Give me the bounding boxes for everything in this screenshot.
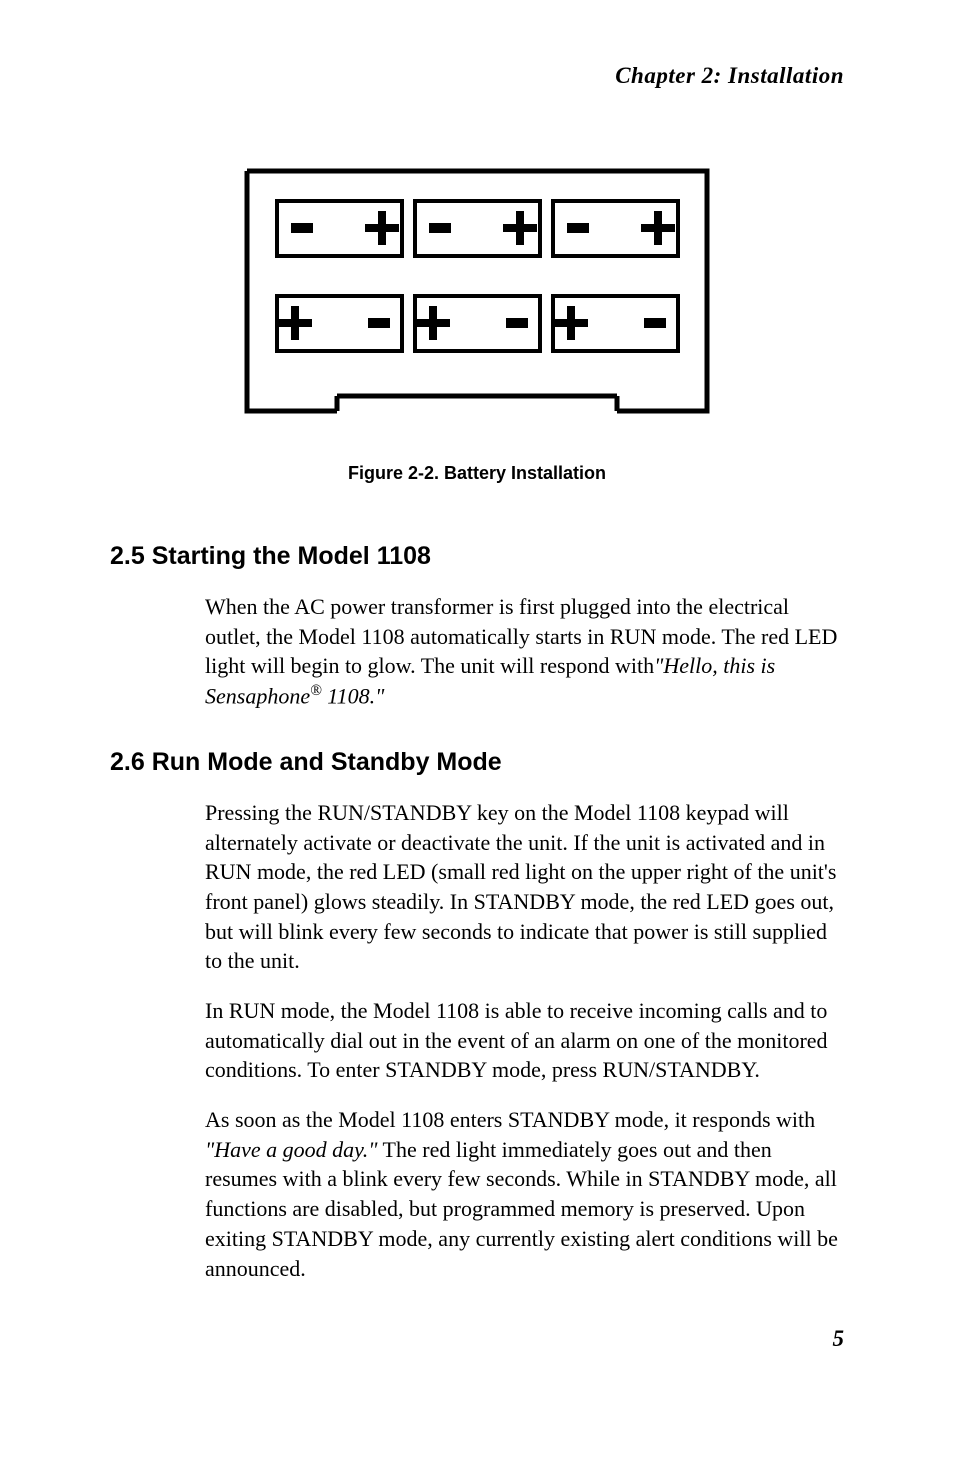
chapter-header: Chapter 2: Installation [110,60,844,91]
quote-text: "Have a good day." [205,1137,377,1162]
para-2-5-1: When the AC power transformer is first p… [205,592,844,711]
para-2-6-3: As soon as the Model 1108 enters STANDBY… [205,1105,844,1283]
section-heading-2-5: 2.5 Starting the Model 1108 [110,540,844,574]
figure-container [110,161,844,421]
para-2-6-2: In RUN mode, the Model 1108 is able to r… [205,996,844,1085]
quote-tail: 1108." [322,683,385,708]
text-run: As soon as the Model 1108 enters STANDBY… [205,1107,815,1132]
page-number: 5 [110,1323,844,1354]
para-2-6-1: Pressing the RUN/STANDBY key on the Mode… [205,798,844,976]
battery-diagram [237,161,717,421]
figure-caption: Figure 2-2. Battery Installation [110,461,844,485]
registered-mark: ® [310,682,322,699]
section-heading-2-6: 2.6 Run Mode and Standby Mode [110,746,844,780]
